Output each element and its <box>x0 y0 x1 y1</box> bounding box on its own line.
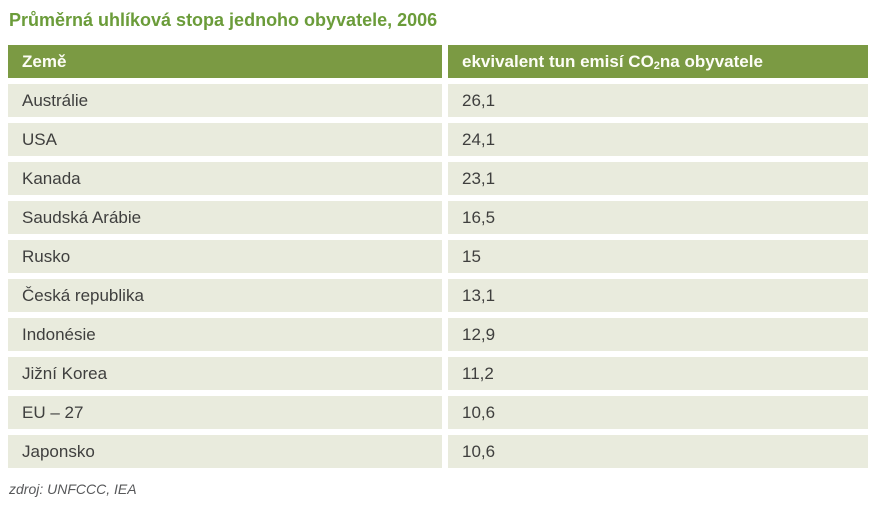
table-row: Česká republika 13,1 <box>8 279 868 312</box>
country-cell: Česká republika <box>8 279 442 312</box>
country-cell: USA <box>8 123 442 156</box>
country-cell: Rusko <box>8 240 442 273</box>
table-row: Kanada 23,1 <box>8 162 868 195</box>
carbon-footprint-table: Země ekvivalent tun emisí CO 2 na obyvate… <box>8 45 868 468</box>
value-cell: 16,5 <box>448 201 868 234</box>
value-cell: 24,1 <box>448 123 868 156</box>
table-title: Průměrná uhlíková stopa jednoho obyvatel… <box>9 10 438 30</box>
value-cell: 10,6 <box>448 396 868 429</box>
value-cell: 13,1 <box>448 279 868 312</box>
header-col2-suffix: na obyvatele <box>659 51 763 71</box>
country-cell: Japonsko <box>8 435 442 468</box>
value-cell: 15 <box>448 240 868 273</box>
value-cell: 12,9 <box>448 318 868 351</box>
value-cell: 26,1 <box>448 84 868 117</box>
country-cell: Kanada <box>8 162 442 195</box>
co2-subscript: 2 <box>653 60 660 72</box>
country-cell: Austrálie <box>8 84 442 117</box>
table-row: Saudská Arábie 16,5 <box>8 201 868 234</box>
value-cell: 10,6 <box>448 435 868 468</box>
source-note: zdroj: UNFCCC, IEA <box>9 481 137 497</box>
header-cell-value: ekvivalent tun emisí CO 2 na obyvatele <box>448 45 868 78</box>
header-cell-country: Země <box>8 45 442 78</box>
table-header-row: Země ekvivalent tun emisí CO 2 na obyvate… <box>8 45 868 78</box>
table-row: Austrálie 26,1 <box>8 84 868 117</box>
value-cell: 11,2 <box>448 357 868 390</box>
table-row: USA 24,1 <box>8 123 868 156</box>
country-cell: EU – 27 <box>8 396 442 429</box>
country-cell: Indonésie <box>8 318 442 351</box>
table-row: Japonsko 10,6 <box>8 435 868 468</box>
header-col2-prefix: ekvivalent tun emisí CO <box>462 51 654 71</box>
country-cell: Saudská Arábie <box>8 201 442 234</box>
table-row: Indonésie 12,9 <box>8 318 868 351</box>
table-row: EU – 27 10,6 <box>8 396 868 429</box>
value-cell: 23,1 <box>448 162 868 195</box>
country-cell: Jižní Korea <box>8 357 442 390</box>
table-row: Jižní Korea 11,2 <box>8 357 868 390</box>
table-row: Rusko 15 <box>8 240 868 273</box>
